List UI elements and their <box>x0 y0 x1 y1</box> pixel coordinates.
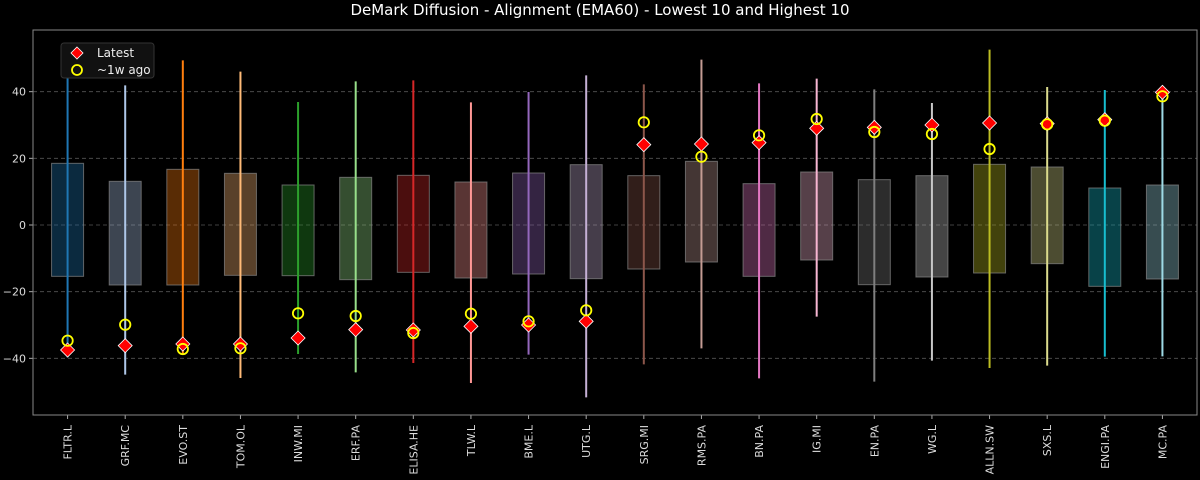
x-tick-label: UTG.L <box>580 424 593 458</box>
week-ago-marker <box>983 142 996 156</box>
category-group-mc-pa <box>1145 84 1179 357</box>
chart-title: DeMark Diffusion - Alignment (EMA60) - L… <box>350 1 849 19</box>
week-ago-marker <box>1156 90 1169 103</box>
x-tick-label: WG.L <box>926 424 939 454</box>
x-tick-label: ALLN.SW <box>984 425 997 474</box>
latest-marker <box>1154 84 1170 100</box>
week-ago-marker <box>810 112 823 126</box>
latest-marker <box>578 313 594 329</box>
latest-marker <box>290 330 306 346</box>
category-group-fltr-l <box>51 75 85 358</box>
plot-marks <box>51 49 1179 398</box>
week-ago-marker <box>119 318 132 331</box>
week-ago-marker <box>349 309 362 323</box>
category-group-tom-ol <box>223 71 257 378</box>
x-tick-label: EN.PA <box>868 425 881 458</box>
week-ago-marker <box>176 342 189 356</box>
category-group-bme-l <box>512 92 546 355</box>
category-group-rms-pa <box>684 59 718 349</box>
x-tick-label: ENGI.PA <box>1099 425 1112 469</box>
legend-label-latest: Latest <box>97 46 134 60</box>
category-group-tlw-l <box>454 102 488 383</box>
x-tick-label: EVO.ST <box>177 425 190 465</box>
category-group-sxs-l <box>1030 87 1064 366</box>
legend-diamond-icon <box>70 46 84 60</box>
x-tick-label: INW.MI <box>292 425 305 462</box>
week-ago-marker <box>637 116 650 129</box>
category-group-bn-pa <box>742 83 776 379</box>
week-ago-marker <box>1098 114 1111 127</box>
category-group-evo-st <box>166 60 200 356</box>
x-tick-label: ELISA.HE <box>407 425 420 475</box>
x-tick-label: MC.PA <box>1156 425 1169 460</box>
x-tick-label: GRF.MC <box>119 425 132 467</box>
latest-marker <box>405 322 421 338</box>
x-tick-label: IG.MI <box>811 425 824 453</box>
x-tick-label: SRG.MI <box>638 425 651 464</box>
week-ago-marker <box>752 129 766 142</box>
category-group-ig-mi <box>800 78 834 317</box>
category-group-alln-sw <box>973 49 1007 368</box>
x-tick-label: BN.PA <box>753 425 766 458</box>
x-tick-label: FLTR.L <box>62 424 75 459</box>
x-tick-label: ERF.PA <box>350 425 363 462</box>
x-tick-label: TLW.L <box>465 424 478 457</box>
x-tick-label: TOM.OL <box>234 424 247 469</box>
y-axis-ticks: −40 −20 0 20 40 <box>3 86 33 365</box>
latest-marker <box>924 117 940 133</box>
latest-marker <box>981 115 998 131</box>
legend-box <box>60 42 155 79</box>
gridlines <box>33 91 1197 359</box>
category-group-utg-l <box>569 75 603 398</box>
category-group-srg-mi <box>627 84 661 365</box>
y-tick-label: −20 <box>3 286 26 299</box>
x-axis-ticks: FLTR.L GRF.MC EVO.ST TOM.OL INW.MI ERF.PA ELIS… <box>62 415 1169 475</box>
latest-marker <box>60 342 76 358</box>
latest-marker <box>693 136 710 152</box>
week-ago-marker <box>1041 118 1054 131</box>
category-group-elisa-he <box>396 80 430 363</box>
latest-marker <box>348 322 364 338</box>
legend-circle-icon <box>71 64 83 76</box>
legend-label-week-ago: ~1w ago <box>97 63 151 77</box>
week-ago-marker <box>522 315 535 328</box>
plot-frame <box>32 29 1198 416</box>
legend: Latest ~1w ago <box>60 42 155 79</box>
category-group-wg-l <box>915 103 949 361</box>
week-ago-marker <box>580 304 593 317</box>
week-ago-marker <box>234 342 247 355</box>
week-ago-marker <box>407 326 420 340</box>
y-tick-label: 20 <box>12 152 26 165</box>
week-ago-marker <box>925 127 939 141</box>
category-group-inw-mi <box>281 102 315 354</box>
y-tick-label: 40 <box>12 86 26 99</box>
category-group-en-pa <box>857 89 891 382</box>
x-tick-label: BME.L <box>523 424 536 458</box>
y-tick-label: −40 <box>3 352 26 365</box>
latest-marker <box>117 338 133 354</box>
x-tick-label: RMS.PA <box>695 425 708 467</box>
week-ago-marker <box>464 307 478 320</box>
category-group-grf-mc <box>108 85 142 375</box>
x-tick-label: SXS.L <box>1041 424 1054 456</box>
category-group-engi-pa <box>1088 90 1122 357</box>
latest-marker <box>809 120 825 136</box>
latest-marker <box>636 137 652 153</box>
week-ago-marker <box>291 307 305 320</box>
week-ago-marker <box>695 150 708 163</box>
latest-marker <box>463 318 479 334</box>
week-ago-marker <box>61 334 74 347</box>
y-tick-label: 0 <box>19 219 26 232</box>
week-ago-marker <box>868 125 881 139</box>
category-group-erf-pa <box>339 81 373 373</box>
